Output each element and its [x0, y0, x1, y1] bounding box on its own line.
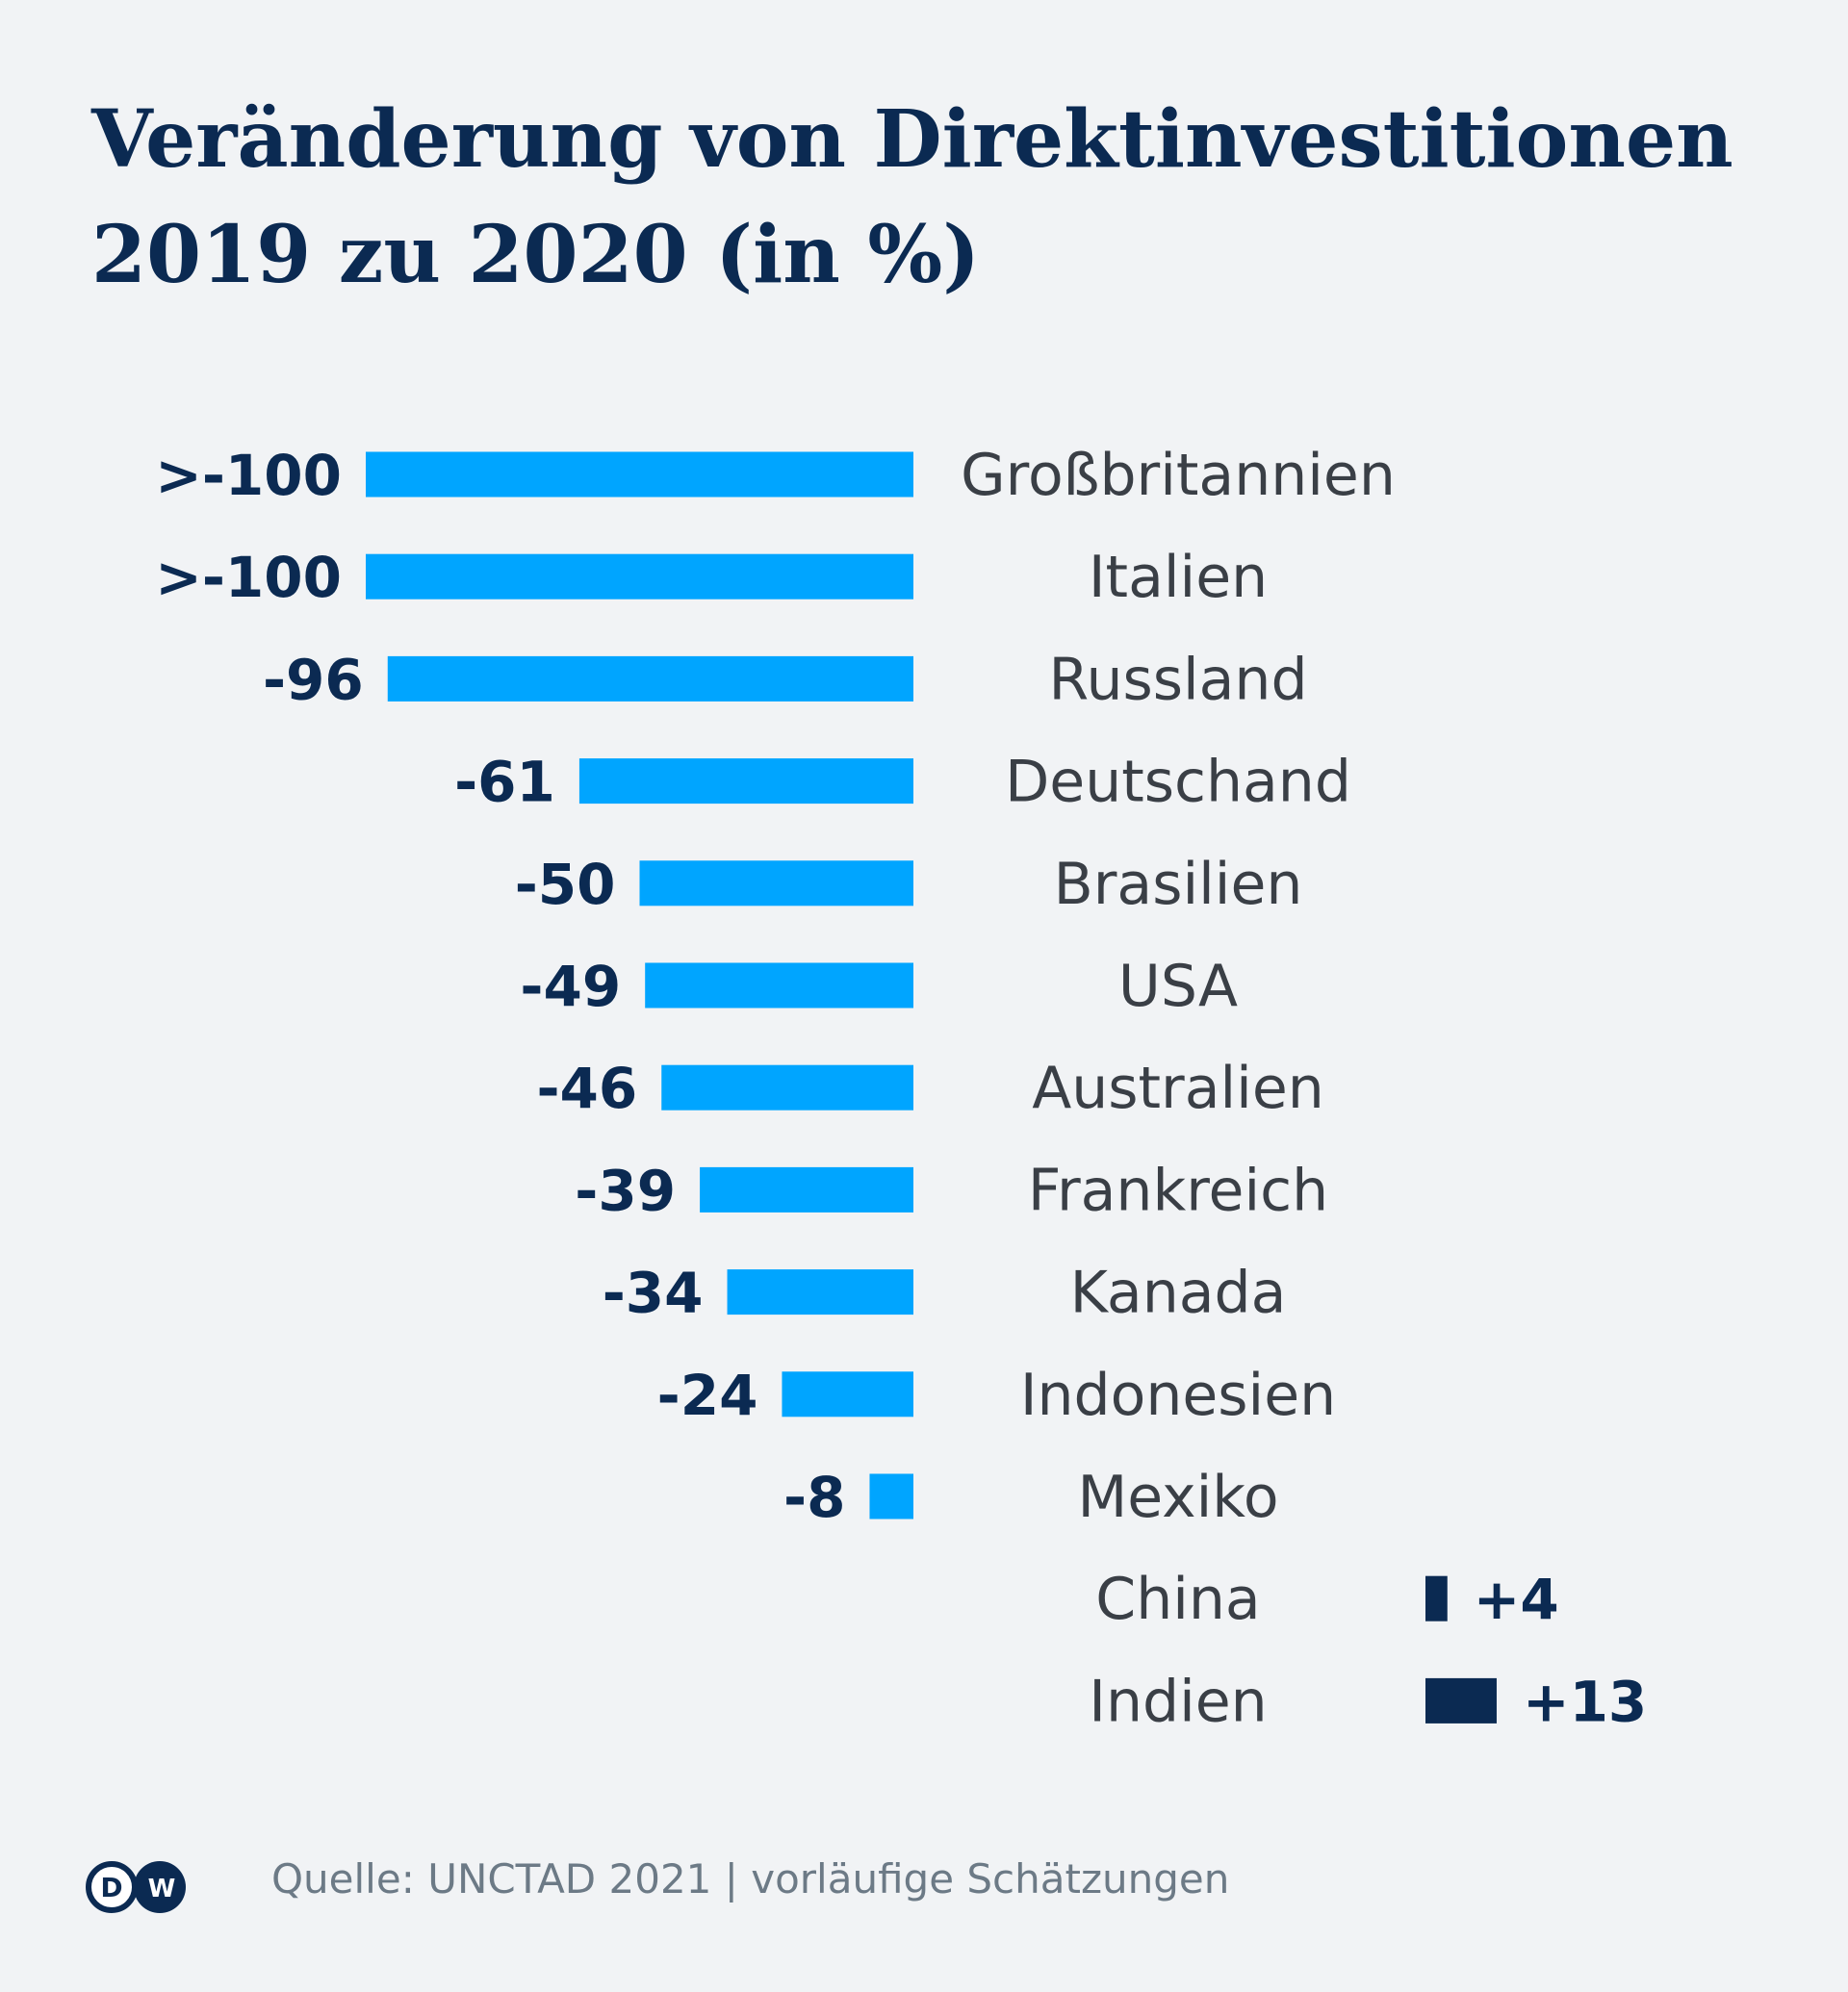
bar — [661, 1064, 913, 1111]
value-label: >-100 — [155, 545, 342, 610]
bar — [639, 860, 913, 907]
category-label: China — [1095, 1566, 1260, 1633]
value-label: -24 — [657, 1363, 758, 1428]
bar — [366, 451, 913, 498]
bar — [727, 1269, 913, 1315]
category-label: Italien — [1089, 544, 1268, 611]
source-note: Quelle: UNCTAD 2021 | vorläufige Schätzu… — [271, 1855, 1230, 1903]
bar — [869, 1473, 913, 1520]
value-label: +4 — [1474, 1567, 1559, 1632]
bar — [387, 655, 913, 702]
title-line-1: Veränderung von Direktinvestitionen — [91, 93, 1733, 186]
value-label: -49 — [520, 954, 621, 1019]
category-label: Australien — [1032, 1055, 1324, 1122]
chart-title: Veränderung von Direktinvestitionen 2019 … — [91, 82, 1776, 313]
category-label: Kanada — [1070, 1260, 1287, 1327]
category-label: USA — [1118, 953, 1238, 1020]
bar — [700, 1166, 913, 1213]
category-label: Mexiko — [1077, 1464, 1278, 1531]
value-label: -39 — [575, 1158, 676, 1223]
bar — [1425, 1575, 1448, 1622]
bar — [1425, 1677, 1497, 1724]
bar — [366, 553, 913, 600]
category-label: Deutschand — [1005, 749, 1351, 816]
category-label: Großbritannien — [961, 442, 1396, 509]
svg-text:W: W — [148, 1875, 176, 1903]
bar — [645, 962, 913, 1009]
value-label: -61 — [454, 750, 555, 815]
bar — [578, 758, 913, 804]
category-label: Indien — [1089, 1668, 1267, 1735]
svg-text:D: D — [100, 1872, 122, 1903]
category-label: Brasilien — [1054, 851, 1303, 918]
value-label: -34 — [603, 1261, 704, 1326]
category-label: Russland — [1048, 646, 1307, 713]
bar — [782, 1371, 913, 1417]
value-label: -50 — [515, 852, 616, 917]
category-label: Frankreich — [1028, 1157, 1328, 1224]
value-label: -46 — [536, 1056, 637, 1121]
category-label: Indonesien — [1020, 1362, 1336, 1429]
bar-chart: >-100 Großbritannien >-100 Italien -96 Russla… — [155, 442, 1647, 1735]
value-label: -96 — [263, 647, 364, 712]
title-line-2: 2019 zu 2020 (in %) — [91, 209, 981, 301]
value-label: >-100 — [155, 443, 342, 508]
value-label: -8 — [783, 1465, 845, 1530]
dw-logo: D W — [86, 1861, 186, 1913]
value-label: +13 — [1523, 1669, 1647, 1734]
